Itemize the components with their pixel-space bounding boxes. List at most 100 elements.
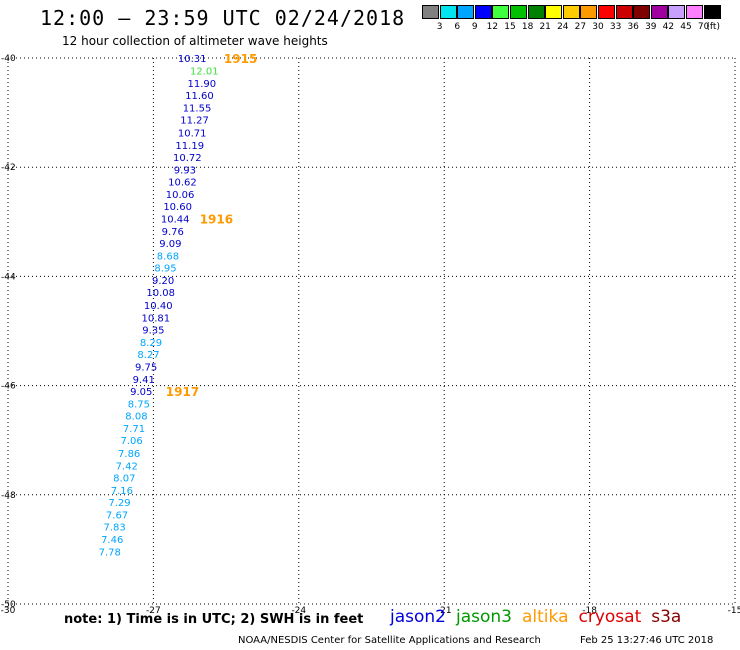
y-tick-label: -48 (1, 491, 16, 501)
wave-height-value: 9.76 (162, 227, 184, 238)
y-tick-label: -50 (1, 600, 16, 610)
colorbar-unit: (ft) (706, 22, 720, 32)
wave-height-value: 7.06 (120, 436, 142, 447)
colorbar-swatch (510, 5, 527, 19)
wave-height-value: 10.72 (173, 153, 202, 164)
colorbar-swatch (562, 5, 580, 19)
wave-height-value: 11.19 (175, 141, 204, 152)
wave-height-value: 10.40 (144, 301, 173, 312)
colorbar-label: 27 (574, 22, 587, 32)
wave-height-value: 12.01 (190, 67, 219, 78)
colorbar-label: 42 (662, 22, 675, 32)
x-tick-label: -15 (728, 606, 740, 616)
wave-height-value: 9.20 (152, 276, 174, 287)
colorbar-swatch (457, 5, 475, 19)
colorbar-swatch (492, 5, 510, 19)
colorbar-label: 33 (609, 22, 622, 32)
y-tick-label: -42 (1, 163, 16, 173)
colorbar-label: 21 (539, 22, 551, 32)
wave-height-value: 8.29 (140, 338, 162, 349)
colorbar-label: 45 (680, 22, 692, 32)
wave-height-value: 7.42 (116, 461, 138, 472)
colorbar-label: 12 (486, 22, 499, 32)
footer-note: note: 1) Time is in UTC; 2) SWH is in fe… (64, 612, 364, 627)
wave-height-value: 9.35 (142, 325, 164, 336)
colorbar-swatch (474, 5, 492, 19)
wave-height-value: 7.86 (118, 449, 140, 460)
wave-height-value: 9.41 (133, 375, 155, 386)
wave-height-value: 8.95 (154, 264, 176, 275)
wave-height-value: 10.60 (163, 202, 192, 213)
x-tick-label: -24 (291, 606, 306, 616)
credit-text: NOAA/NESDIS Center for Satellite Applica… (238, 635, 541, 646)
wave-height-value: 8.68 (157, 252, 179, 263)
colorbar-label: 36 (627, 22, 639, 32)
wave-height-value: 8.07 (113, 473, 135, 484)
x-tick-label: -21 (437, 606, 452, 616)
y-tick-label: -40 (1, 54, 16, 64)
colorbar-label: 9 (471, 22, 478, 32)
wave-height-value: 7.16 (111, 486, 133, 497)
x-tick-label: -18 (582, 606, 597, 616)
colorbar-swatch (668, 5, 686, 19)
colorbar-swatch (686, 5, 703, 19)
wave-height-value: 7.46 (101, 535, 123, 546)
wave-height-value: 8.75 (128, 400, 150, 411)
colorbar-swatch (650, 5, 668, 19)
colorbar-label: 30 (592, 22, 604, 32)
colorbar-label: 3 (436, 22, 443, 32)
satellite-legend: jason2 jason3 altika cryosat s3a (390, 607, 691, 627)
wave-height-value: 9.75 (135, 362, 157, 373)
wave-height-value: 10.71 (178, 128, 207, 139)
colorbar-swatch (545, 5, 563, 19)
generated-timestamp: Feb 25 13:27:46 UTC 2018 (580, 635, 714, 646)
satellite-legend-item: cryosat (578, 607, 642, 627)
wave-height-value: 10.81 (142, 313, 171, 324)
colorbar-label: 24 (557, 22, 569, 32)
colorbar-label: 15 (504, 22, 516, 32)
wave-height-value: 10.62 (168, 177, 197, 188)
colorbar-label: 18 (521, 22, 534, 32)
y-tick-label: -46 (1, 382, 16, 392)
wave-height-value: 10.31 (178, 54, 207, 65)
y-tick-label: -44 (1, 272, 16, 282)
wave-height-value: 10.08 (146, 288, 175, 299)
satellite-legend-item: altika (522, 607, 569, 627)
wave-height-value: 7.71 (123, 424, 145, 435)
x-tick-label: -30 (1, 606, 16, 616)
page-subtitle: 12 hour collection of altimeter wave hei… (62, 34, 328, 48)
time-label: 1917 (166, 385, 199, 399)
wave-height-value: 11.90 (188, 79, 217, 90)
wave-height-value: 7.29 (108, 498, 130, 509)
time-label: 1915 (224, 52, 257, 66)
colorbar-swatch (633, 5, 651, 19)
wave-height-value: 10.06 (166, 190, 195, 201)
page-title: 12:00 — 23:59 UTC 02/24/2018 (40, 6, 406, 30)
colorbar-swatch (422, 5, 439, 19)
colorbar-swatch (703, 5, 721, 19)
x-tick-label: -27 (146, 606, 161, 616)
wave-height-value: 7.83 (103, 522, 125, 533)
colorbar-swatch (439, 5, 457, 19)
colorbar-swatch (527, 5, 545, 19)
wave-height-value: 9.93 (174, 165, 196, 176)
colorbar-label: 70 (697, 22, 710, 32)
wave-height-value: 11.27 (180, 116, 209, 127)
wave-height-value: 10.44 (161, 215, 190, 226)
colorbar-label: 39 (645, 22, 657, 32)
wave-height-value: 11.55 (183, 104, 212, 115)
colorbar-label: 6 (454, 22, 461, 32)
wave-height-value: 7.67 (106, 510, 128, 521)
satellite-legend-item: s3a (651, 607, 682, 627)
wave-height-value: 9.05 (130, 387, 152, 398)
colorbar-swatch (615, 5, 633, 19)
satellite-legend-item: jason2 (390, 607, 446, 627)
wave-height-value: 9.09 (159, 239, 181, 250)
colorbar-swatch (580, 5, 598, 19)
wave-height-value: 8.08 (125, 412, 147, 423)
wave-height-value: 11.60 (185, 91, 214, 102)
satellite-legend-item: jason3 (456, 607, 512, 627)
wave-height-value: 8.27 (137, 350, 159, 361)
wave-height-value: 7.78 (99, 548, 121, 559)
